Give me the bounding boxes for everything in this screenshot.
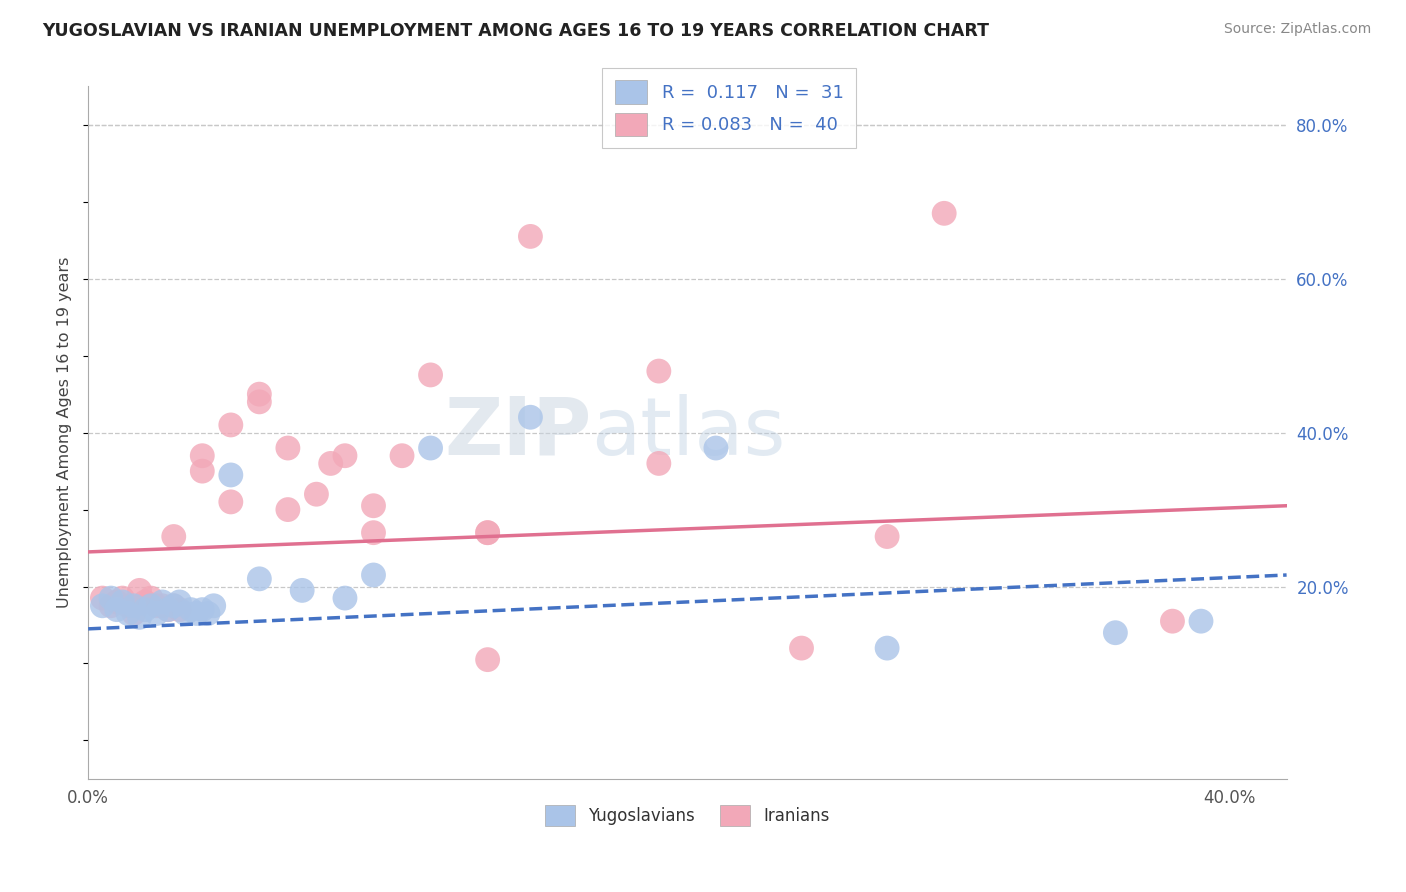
- Point: [1189, 614, 1212, 628]
- Point: [150, 599, 173, 613]
- Point: [934, 206, 956, 220]
- Text: atlas: atlas: [592, 393, 786, 472]
- Point: [519, 410, 541, 425]
- Point: [157, 602, 180, 616]
- Point: [391, 449, 413, 463]
- Point: [219, 467, 242, 482]
- Text: YUGOSLAVIAN VS IRANIAN UNEMPLOYMENT AMONG AGES 16 TO 19 YEARS CORRELATION CHART: YUGOSLAVIAN VS IRANIAN UNEMPLOYMENT AMON…: [42, 22, 990, 40]
- Point: [117, 607, 139, 621]
- Point: [145, 607, 167, 621]
- Point: [139, 599, 162, 613]
- Point: [876, 529, 898, 543]
- Point: [219, 417, 242, 432]
- Point: [704, 441, 727, 455]
- Point: [191, 464, 214, 478]
- Y-axis label: Unemployment Among Ages 16 to 19 years: Unemployment Among Ages 16 to 19 years: [58, 257, 72, 608]
- Point: [363, 499, 385, 513]
- Point: [163, 599, 186, 613]
- Point: [790, 641, 813, 656]
- Text: Source: ZipAtlas.com: Source: ZipAtlas.com: [1223, 22, 1371, 37]
- Point: [157, 602, 180, 616]
- Point: [100, 591, 122, 605]
- Point: [150, 595, 173, 609]
- Point: [247, 395, 270, 409]
- Point: [169, 595, 191, 609]
- Point: [191, 449, 214, 463]
- Point: [197, 607, 219, 621]
- Point: [519, 229, 541, 244]
- Point: [319, 457, 342, 471]
- Point: [145, 599, 167, 613]
- Point: [134, 595, 156, 609]
- Point: [105, 595, 128, 609]
- Point: [169, 602, 191, 616]
- Point: [163, 529, 186, 543]
- Point: [91, 599, 114, 613]
- Point: [363, 525, 385, 540]
- Point: [134, 602, 156, 616]
- Point: [477, 525, 499, 540]
- Point: [1161, 614, 1184, 628]
- Point: [277, 441, 299, 455]
- Point: [128, 583, 150, 598]
- Point: [219, 495, 242, 509]
- Point: [419, 368, 441, 382]
- Point: [363, 568, 385, 582]
- Text: ZIP: ZIP: [444, 393, 592, 472]
- Point: [139, 591, 162, 605]
- Point: [122, 599, 145, 613]
- Legend: Yugoslavians, Iranians: Yugoslavians, Iranians: [538, 798, 837, 833]
- Point: [247, 387, 270, 401]
- Point: [305, 487, 328, 501]
- Point: [291, 583, 314, 598]
- Point: [111, 591, 134, 605]
- Point: [277, 502, 299, 516]
- Point: [477, 653, 499, 667]
- Point: [180, 602, 202, 616]
- Point: [111, 595, 134, 609]
- Point: [122, 607, 145, 621]
- Point: [202, 599, 225, 613]
- Point: [477, 525, 499, 540]
- Point: [191, 602, 214, 616]
- Point: [105, 602, 128, 616]
- Point: [247, 572, 270, 586]
- Point: [117, 599, 139, 613]
- Point: [333, 591, 356, 605]
- Point: [648, 364, 671, 378]
- Point: [333, 449, 356, 463]
- Point: [91, 591, 114, 605]
- Point: [419, 441, 441, 455]
- Point: [163, 599, 186, 613]
- Point: [100, 599, 122, 613]
- Point: [128, 610, 150, 624]
- Point: [876, 641, 898, 656]
- Point: [174, 607, 197, 621]
- Point: [186, 607, 208, 621]
- Point: [648, 457, 671, 471]
- Point: [1104, 625, 1126, 640]
